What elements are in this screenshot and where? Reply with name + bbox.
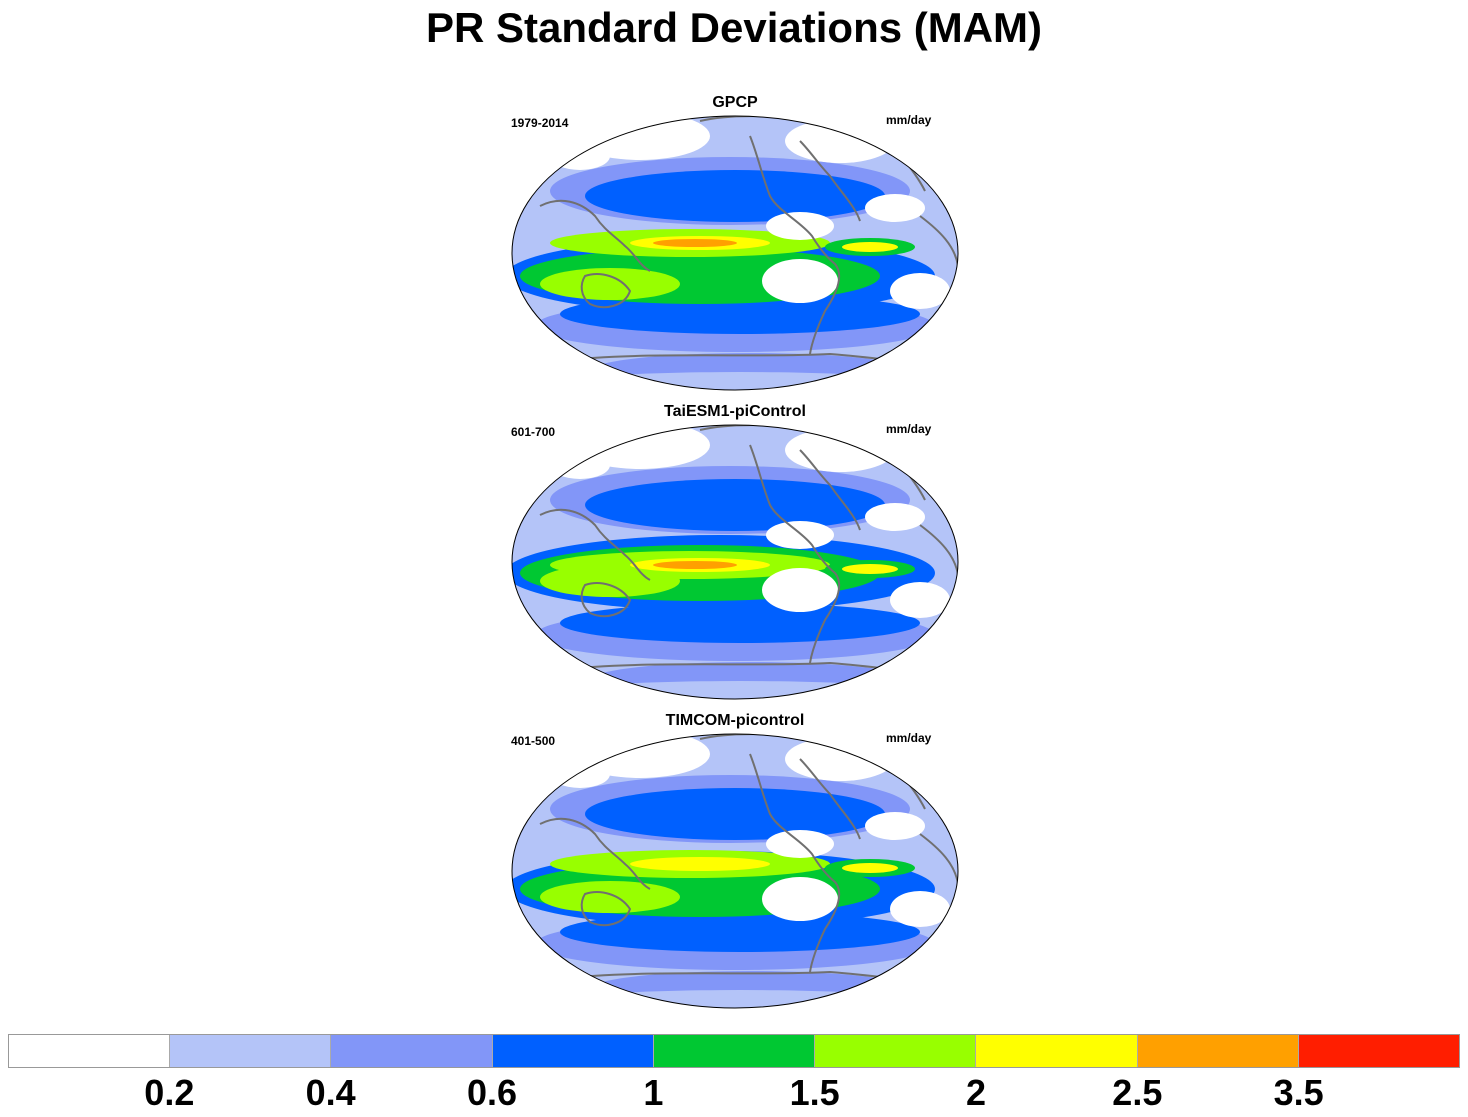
panel-units: mm/day bbox=[886, 422, 932, 436]
coastline-africa bbox=[919, 215, 958, 267]
coastline-north-america-east bbox=[799, 449, 861, 531]
colorbar-box bbox=[653, 1035, 816, 1067]
colorbar-label: 0.2 bbox=[144, 1072, 195, 1113]
coastline-north-america-east bbox=[799, 758, 861, 840]
colorbar-box bbox=[9, 1035, 171, 1067]
itcz-max bbox=[653, 239, 737, 247]
panel-period: 601-700 bbox=[511, 425, 556, 439]
colorbar-label: 1 bbox=[643, 1072, 664, 1113]
coastline-north-america-east bbox=[799, 140, 861, 222]
storm-track-north bbox=[585, 479, 885, 531]
map-panel-gpcp: GPCP 1979-2014 mm/day bbox=[500, 94, 970, 396]
coastline-americas bbox=[749, 753, 841, 973]
map-border bbox=[511, 733, 959, 1009]
dry-region bbox=[550, 451, 610, 479]
panel-period: 401-500 bbox=[511, 734, 556, 748]
panel-period: 1979-2014 bbox=[511, 116, 569, 130]
coastline-asia bbox=[539, 817, 651, 890]
map-border bbox=[511, 424, 959, 700]
dry-zone-north-atlantic bbox=[865, 503, 925, 531]
dry-zone-north-pacific bbox=[766, 830, 834, 858]
arctic-dry-region bbox=[785, 737, 895, 781]
arctic-dry-region bbox=[785, 119, 895, 163]
warm-pool bbox=[540, 881, 680, 913]
dry-zone-east-pacific bbox=[762, 877, 838, 921]
dry-zone-east-pacific bbox=[762, 259, 838, 303]
dry-zone-north-pacific bbox=[766, 521, 834, 549]
dry-zone-north-atlantic bbox=[865, 194, 925, 222]
coastline-americas bbox=[749, 444, 841, 664]
arctic-dry-region bbox=[785, 428, 895, 472]
storm-track-north bbox=[585, 788, 885, 840]
antarctic-band bbox=[540, 372, 940, 390]
atlantic-itcz bbox=[842, 242, 898, 252]
dry-zone-south-atlantic bbox=[890, 891, 950, 927]
atlantic-itcz bbox=[842, 564, 898, 574]
map-image bbox=[511, 115, 959, 391]
coastline-australia bbox=[580, 891, 631, 927]
colorbar-label: 0.4 bbox=[305, 1072, 356, 1113]
colorbar-label: 2.5 bbox=[1112, 1072, 1163, 1113]
coastline-australia bbox=[580, 582, 631, 618]
atlantic-itcz bbox=[842, 863, 898, 873]
panel-title: TaiESM1-piControl bbox=[664, 403, 806, 420]
warm-pool bbox=[540, 268, 680, 300]
dry-region bbox=[550, 142, 610, 170]
colorbar-box bbox=[331, 1035, 493, 1067]
colorbar-box bbox=[976, 1035, 1138, 1067]
page-title: PR Standard Deviations (MAM) bbox=[425, 4, 1043, 51]
colorbar bbox=[8, 1034, 1460, 1068]
itcz-max bbox=[653, 561, 737, 569]
coastline-africa bbox=[919, 833, 958, 885]
colorbar-label: 1.5 bbox=[789, 1072, 840, 1113]
storm-track-north bbox=[585, 170, 885, 222]
colorbar-label: 3.5 bbox=[1273, 1072, 1324, 1113]
map-image bbox=[511, 424, 959, 700]
coastline-americas bbox=[749, 135, 841, 355]
coastline-australia bbox=[580, 273, 631, 309]
colorbar-box bbox=[492, 1035, 654, 1067]
panel-title: TIMCOM-picontrol bbox=[665, 712, 805, 729]
coastline-asia bbox=[539, 199, 651, 272]
antarctic-band bbox=[540, 990, 940, 1008]
map-panel-timcom: TIMCOM-picontrol 401-500 mm/day bbox=[500, 712, 970, 1014]
warm-pool bbox=[540, 565, 680, 597]
dry-region bbox=[550, 760, 610, 788]
colorbar-box bbox=[1298, 1035, 1459, 1067]
dry-zone-east-pacific bbox=[762, 568, 838, 612]
map-panel-taiesm1: TaiESM1-piControl 601-700 mm/day bbox=[500, 403, 970, 705]
panel-units: mm/day bbox=[886, 113, 932, 127]
colorbar-label: 0.6 bbox=[466, 1072, 518, 1113]
coastline-africa bbox=[919, 524, 958, 576]
map-border bbox=[511, 115, 959, 391]
panel-units: mm/day bbox=[886, 731, 932, 745]
colorbar-label: 2 bbox=[965, 1072, 987, 1113]
itcz-max bbox=[653, 860, 737, 868]
colorbar-box bbox=[170, 1035, 332, 1067]
map-image bbox=[511, 733, 959, 1009]
dry-zone-north-atlantic bbox=[865, 812, 925, 840]
dry-zone-north-pacific bbox=[766, 212, 834, 240]
colorbar-box bbox=[815, 1035, 977, 1067]
antarctic-band bbox=[540, 681, 940, 699]
colorbar-box bbox=[1137, 1035, 1299, 1067]
panel-title: GPCP bbox=[712, 94, 758, 111]
dry-zone-south-atlantic bbox=[890, 273, 950, 309]
coastline-asia bbox=[539, 508, 651, 581]
dry-zone-south-atlantic bbox=[890, 582, 950, 618]
